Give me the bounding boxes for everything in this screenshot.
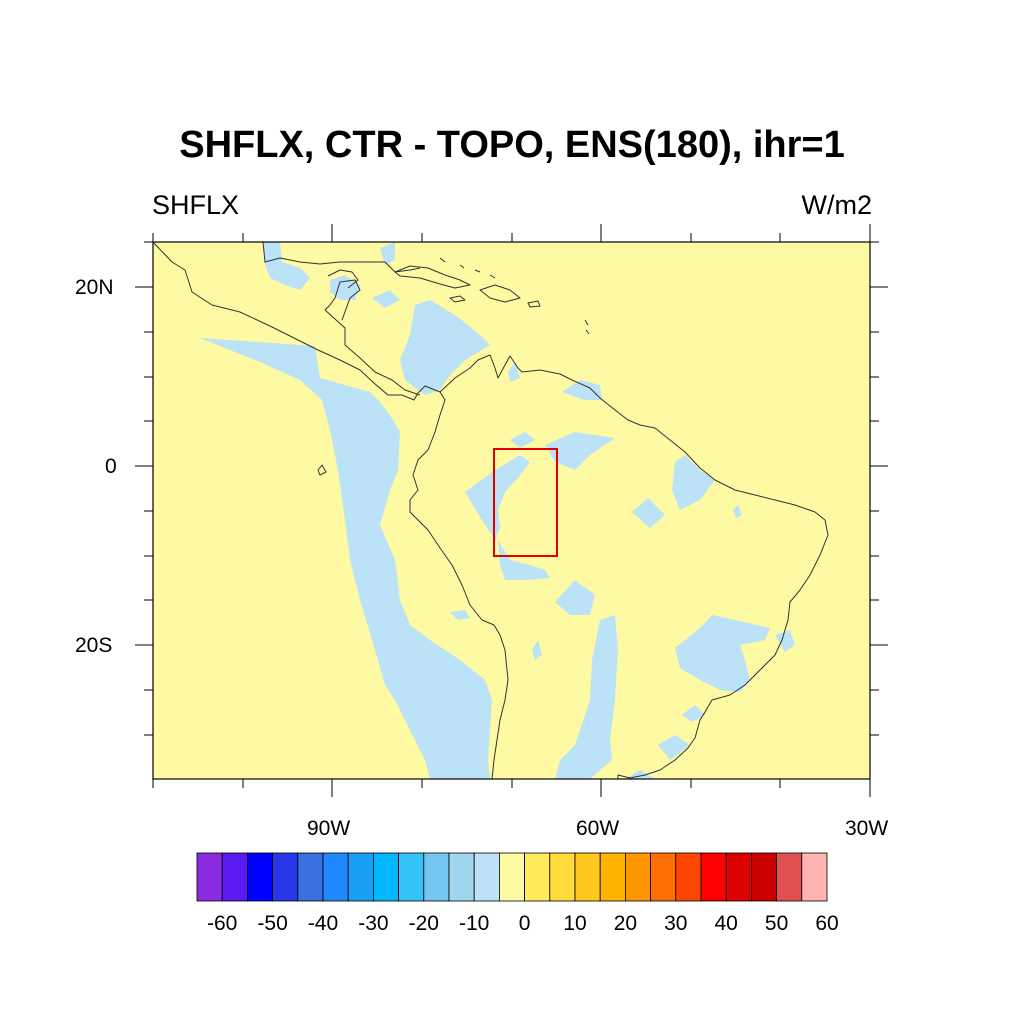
colorbar-label: 50 xyxy=(764,912,789,935)
amazon-blob-7 xyxy=(733,505,742,518)
puerto-rico xyxy=(527,300,541,308)
colorbar-label: 20 xyxy=(613,912,638,935)
caribbean-blob-4 xyxy=(400,300,490,395)
brazil-blob-3 xyxy=(682,705,705,722)
americas-coastline xyxy=(152,241,509,780)
central-america-east xyxy=(324,279,421,396)
colorbar-label: 40 xyxy=(714,912,738,935)
uruguay-blob xyxy=(625,770,655,779)
region-box xyxy=(493,448,558,557)
x-tick-label-30w: 30W xyxy=(845,817,889,840)
variable-label: SHFLX xyxy=(152,190,240,220)
map-fill xyxy=(153,242,870,779)
colorbar-label: -50 xyxy=(257,912,288,935)
jamaica xyxy=(449,295,466,303)
guiana-blob xyxy=(562,380,602,400)
paraguay-blob xyxy=(532,640,542,660)
caribbean-blob-1 xyxy=(264,242,310,290)
caribbean-blob-2 xyxy=(330,275,360,300)
amazon-blob-1 xyxy=(545,432,615,470)
yucatan xyxy=(327,269,359,289)
galapagos xyxy=(317,464,327,476)
x-tick-label-90w: 90W xyxy=(307,817,351,840)
hispaniola xyxy=(479,284,521,303)
colorbar-label: 30 xyxy=(664,912,688,935)
caribbean-blob-5 xyxy=(380,242,395,265)
y-tick-label-0: 0 xyxy=(105,455,117,478)
colorbar-label: -30 xyxy=(358,912,389,935)
map-background xyxy=(153,242,870,779)
minor-ticks xyxy=(144,233,879,788)
y-tick-label-20n: 20N xyxy=(75,276,114,299)
pacific-band xyxy=(200,338,492,779)
brazil-blob-2 xyxy=(775,630,795,652)
colorbar-label: 10 xyxy=(563,912,587,935)
bolivia-blob xyxy=(555,580,595,615)
brazil-blob-4 xyxy=(658,735,690,760)
venezuela-blob xyxy=(508,362,520,382)
units-label: W/m2 xyxy=(801,190,873,220)
colorbar-label: -60 xyxy=(207,912,238,935)
plot-title: SHFLX, CTR - TOPO, ENS(180), ihr=1 xyxy=(179,124,845,166)
andes-east-blob xyxy=(450,610,470,620)
caribbean-blob-3 xyxy=(372,290,400,308)
x-tick-label-60w: 60W xyxy=(576,817,620,840)
colorbar-label: -10 xyxy=(459,912,490,935)
y-tick-label-20s: 20S xyxy=(75,634,113,657)
negative-contours xyxy=(200,242,795,779)
gulf-coast xyxy=(262,241,421,273)
colorbar-label: -20 xyxy=(408,912,439,935)
coastlines xyxy=(152,241,829,780)
brazil-blob-1 xyxy=(675,615,770,692)
amazon-blob-2 xyxy=(510,432,535,448)
south-america-north-coast xyxy=(439,354,829,779)
lesser-antilles xyxy=(584,319,590,335)
tick-marks xyxy=(135,224,888,797)
amazon-blob-6 xyxy=(672,455,715,510)
colorbar-label: 0 xyxy=(518,912,531,935)
bahamas xyxy=(439,257,496,279)
colorbar-label: -40 xyxy=(307,912,339,935)
chaco-band xyxy=(555,615,618,779)
cuba xyxy=(394,265,471,289)
amazon-blob-4 xyxy=(498,540,550,580)
amazon-blob-5 xyxy=(632,498,665,528)
colorbar-label: 60 xyxy=(815,912,839,935)
amazon-blob-3 xyxy=(465,455,530,540)
